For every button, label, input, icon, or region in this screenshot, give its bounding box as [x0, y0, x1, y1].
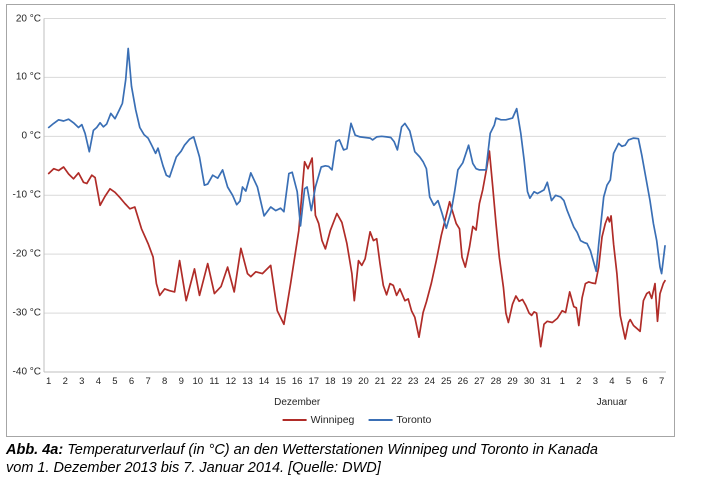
x-tick-label: 12 — [225, 376, 237, 387]
x-tick-label: 1 — [559, 376, 565, 387]
x-tick-label: 23 — [407, 376, 419, 387]
caption-label: Abb. 4a: — [6, 442, 64, 458]
x-tick-label: 7 — [145, 376, 151, 387]
x-tick-label: 26 — [457, 376, 469, 387]
winnipeg-line — [47, 150, 666, 348]
caption-text-line1: Temperaturverlauf (in °C) an den Wetters… — [63, 442, 598, 458]
x-tick-label: 9 — [178, 376, 184, 387]
x-tick-label: 28 — [490, 376, 502, 387]
x-tick-label: 25 — [440, 376, 452, 387]
x-tick-label: 29 — [507, 376, 518, 387]
y-tick-label: -40 °C — [12, 366, 41, 378]
x-tick-label: 3 — [592, 376, 599, 387]
x-tick-label: 13 — [242, 376, 253, 387]
x-tick-label: 15 — [275, 376, 286, 387]
x-tick-label: 31 — [540, 376, 551, 387]
x-tick-label: 14 — [258, 376, 270, 387]
chart-box: 20 °C 10 °C 0 °C -10 °C -20 °C -30 °C -40 °C 1… — [6, 4, 675, 437]
y-tick-label: 0 °C — [21, 130, 41, 142]
y-tick-label: -10 °C — [12, 189, 41, 201]
x-tick-label: 6 — [128, 376, 135, 387]
x-tick-label: 7 — [658, 376, 665, 387]
x-tick-label: 24 — [424, 376, 435, 387]
x-tick-label: 19 — [341, 376, 353, 387]
x-tick-label: 4 — [95, 376, 102, 387]
x-tick-label: 10 — [192, 376, 204, 387]
plot-area — [43, 18, 666, 373]
x-tick-label: 2 — [576, 376, 582, 387]
toronto-line — [47, 47, 666, 275]
y-tick-label: 20 °C — [15, 13, 41, 24]
x-tick-label: 27 — [474, 376, 485, 387]
y-tick-label: -20 °C — [12, 248, 41, 260]
x-tick-label: 30 — [523, 376, 535, 387]
winnipeg-line-swatch — [282, 419, 307, 421]
x-tick-label: 4 — [609, 376, 615, 387]
x-tick-label: 20 — [358, 376, 369, 387]
legend-label-toronto: Toronto — [396, 414, 432, 426]
x-tick-label: 22 — [391, 376, 402, 387]
x-tick-label: 16 — [291, 376, 303, 387]
x-tick-label: 18 — [325, 376, 336, 387]
x-tick-label: 1 — [46, 376, 52, 387]
x-tick-label: 2 — [62, 376, 68, 387]
y-tick-label: 10 °C — [15, 71, 41, 83]
legend-item-toronto: Toronto — [368, 414, 431, 426]
x-tick-label: 5 — [112, 376, 118, 387]
x-tick-label: 8 — [162, 376, 168, 387]
caption-text-line2: vom 1. Dezember 2013 bis 7. Januar 2014.… — [6, 460, 381, 477]
x-tick-label: 5 — [625, 376, 632, 387]
month-label-dezember: Dezember — [274, 397, 321, 408]
x-tick-label: 3 — [79, 376, 85, 387]
x-tick-label: 21 — [374, 376, 386, 387]
toronto-line-swatch — [368, 419, 393, 421]
month-label-januar: Januar — [596, 397, 628, 408]
legend-label-winnipeg: Winnipeg — [310, 414, 355, 426]
legend-item-winnipeg: Winnipeg — [282, 414, 355, 426]
legend: Winnipeg Toronto — [282, 414, 431, 426]
y-tick-label: -30 °C — [12, 307, 41, 319]
x-tick-label: 11 — [209, 376, 220, 387]
x-tick-label: 17 — [308, 376, 320, 387]
x-tick-label: 6 — [642, 376, 648, 387]
figure-caption: Abb. 4a: Temperaturverlauf (in °C) an de… — [6, 441, 708, 477]
